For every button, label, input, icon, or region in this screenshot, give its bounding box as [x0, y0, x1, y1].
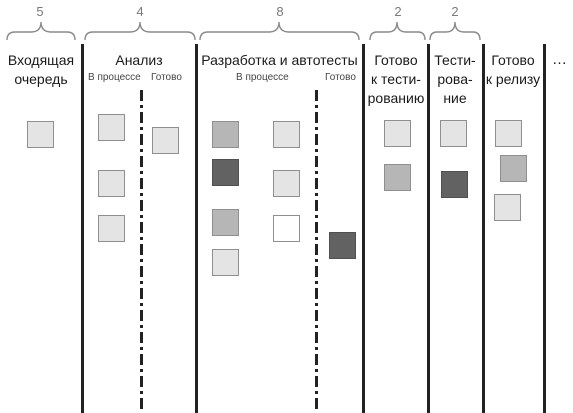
wip-brace-analysis — [84, 18, 196, 42]
task-card[interactable] — [27, 121, 54, 148]
task-card[interactable] — [212, 159, 239, 186]
task-card[interactable] — [212, 249, 239, 276]
column-divider — [543, 44, 546, 413]
subcolumn-title-analysis-in-progress: В процессе — [88, 72, 141, 83]
task-card[interactable] — [384, 120, 411, 147]
column-divider — [362, 44, 365, 413]
column-divider — [482, 44, 485, 413]
task-card[interactable] — [98, 170, 125, 197]
column-divider — [81, 44, 84, 413]
wip-brace-testing — [429, 18, 481, 42]
task-card[interactable] — [152, 127, 179, 154]
column-divider — [195, 44, 198, 413]
task-card[interactable] — [500, 155, 527, 182]
more-columns-ellipsis: … — [552, 51, 567, 68]
task-card[interactable] — [212, 121, 239, 148]
wip-limit-analysis: 4 — [136, 4, 144, 19]
subcolumn-title-analysis-done: Готово — [151, 72, 182, 83]
subcolumn-title-development-in-progress: В процессе — [236, 72, 289, 83]
column-title-testing: Тести- рова- ние — [434, 52, 476, 106]
column-title-ready-for-testing: Готово к тести- рованию — [367, 52, 425, 106]
subcolumn-title-development-done: Готово — [325, 72, 356, 83]
task-card[interactable] — [98, 114, 125, 141]
task-card[interactable] — [273, 170, 300, 197]
wip-limit-backlog: 5 — [36, 4, 44, 19]
subcolumn-divider — [140, 90, 143, 413]
wip-limit-testing: 2 — [451, 4, 459, 19]
task-card[interactable] — [98, 215, 125, 242]
task-card[interactable] — [440, 120, 467, 147]
wip-brace-development — [199, 18, 360, 42]
task-card[interactable] — [329, 232, 356, 259]
column-title-development: Разработка и автотесты — [201, 52, 358, 68]
task-card[interactable] — [273, 215, 300, 242]
wip-brace-backlog — [6, 18, 76, 42]
wip-limit-development: 8 — [276, 4, 284, 19]
task-card[interactable] — [494, 194, 521, 221]
column-title-ready-for-release: Готово к релизу — [485, 52, 541, 87]
column-title-backlog: Входящая очередь — [7, 52, 75, 87]
subcolumn-divider — [315, 90, 318, 413]
task-card[interactable] — [212, 209, 239, 236]
task-card[interactable] — [384, 164, 411, 191]
column-divider — [427, 44, 430, 413]
task-card[interactable] — [495, 120, 522, 147]
task-card[interactable] — [273, 121, 300, 148]
wip-limit-ready-for-testing: 2 — [394, 4, 402, 19]
wip-brace-ready-for-testing — [369, 18, 426, 42]
column-title-analysis: Анализ — [115, 52, 163, 68]
task-card[interactable] — [441, 171, 468, 198]
